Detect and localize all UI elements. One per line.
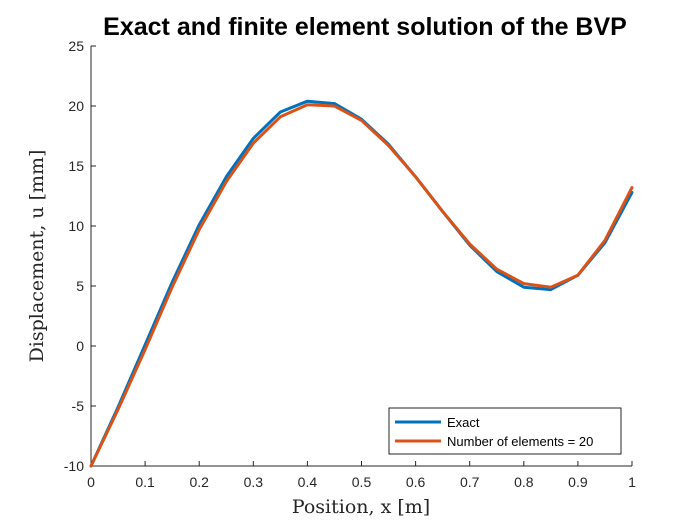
x-tick-label: 0.2 xyxy=(189,474,209,490)
plot-area xyxy=(91,46,632,466)
x-axis-label: Position, x [m] xyxy=(292,496,430,518)
series-layer xyxy=(89,99,634,468)
y-tick-label: 5 xyxy=(76,278,84,294)
x-tick-label: 0.3 xyxy=(244,474,264,490)
x-tick-label: 0.6 xyxy=(406,474,426,490)
y-tick-label: 10 xyxy=(68,218,84,234)
x-tick-label: 0.9 xyxy=(568,474,588,490)
legend-label-exact: Exact xyxy=(447,415,480,430)
x-tick-label: 0 xyxy=(87,474,95,490)
y-tick-label: 0 xyxy=(76,338,84,354)
y-tick-label: -5 xyxy=(72,398,85,414)
x-axis-ticks: 0 0.1 0.2 0.3 0.4 0.5 0.6 0.7 0.8 0.9 1 xyxy=(87,461,636,490)
legend-label-fe: Number of elements = 20 xyxy=(447,434,593,449)
x-axis-label-text: Position, x [m] xyxy=(292,496,430,518)
legend-box xyxy=(388,407,622,455)
x-tick-label: 0.5 xyxy=(352,474,372,490)
series-line-fe xyxy=(89,103,634,468)
x-tick-label: 0.7 xyxy=(460,474,480,490)
y-axis-label: Displacement, u [mm] xyxy=(26,150,48,363)
chart-title: Exact and finite element solution of the… xyxy=(103,13,627,41)
x-tick-label: 0.4 xyxy=(298,474,318,490)
y-tick-label: 15 xyxy=(68,158,84,174)
legend[interactable]: Exact Number of elements = 20 xyxy=(388,407,622,455)
y-axis-ticks: -10 -5 0 5 10 15 20 25 xyxy=(64,38,96,474)
y-axis-label-text: Displacement, u [mm] xyxy=(26,150,48,363)
y-tick-label: -10 xyxy=(64,458,84,474)
y-tick-label: 25 xyxy=(68,38,84,54)
x-tick-label: 1 xyxy=(628,474,636,490)
x-tick-label: 0.1 xyxy=(135,474,155,490)
x-tick-label: 0.8 xyxy=(514,474,534,490)
y-tick-label: 20 xyxy=(68,98,84,114)
